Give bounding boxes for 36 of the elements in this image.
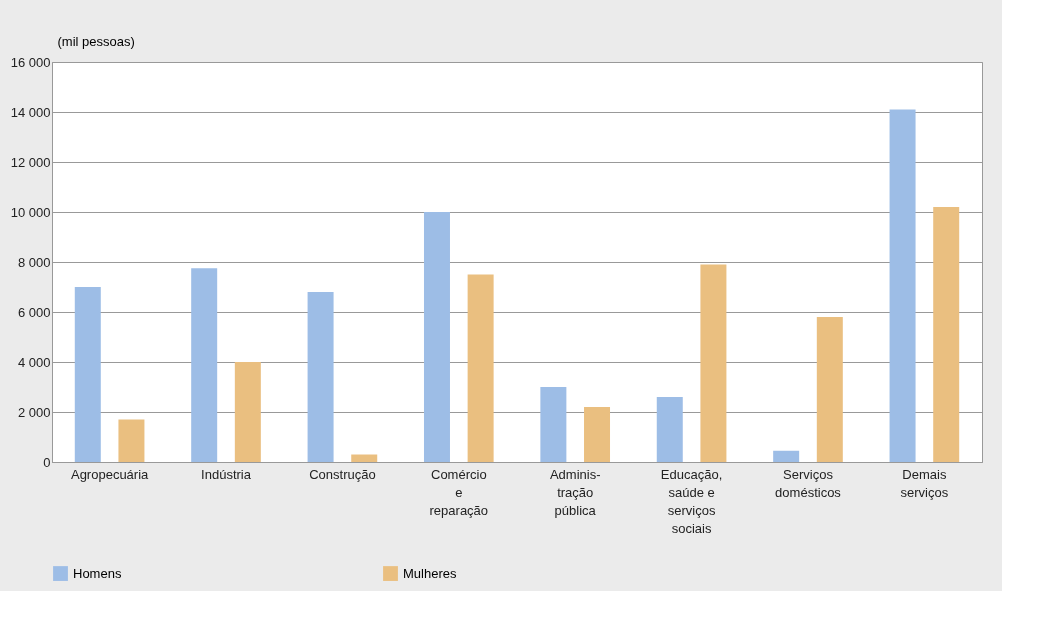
y-tick-label: 2 000 <box>17 404 51 420</box>
legend-label: Mulheres <box>403 565 457 581</box>
y-tick-label: 10 000 <box>10 204 51 220</box>
x-tick-label: Demais serviços <box>900 466 949 500</box>
y-tick-label: 8 000 <box>17 254 51 270</box>
bar <box>118 419 145 462</box>
bar <box>584 407 611 462</box>
y-axis-title: (mil pessoas) <box>57 33 135 49</box>
y-tick-label: 12 000 <box>10 154 51 170</box>
x-tick-label: Indústria <box>201 466 252 482</box>
y-tick-label: 6 000 <box>17 304 51 320</box>
bar <box>700 264 727 462</box>
bar <box>889 109 916 462</box>
y-tick-label: 16 000 <box>10 54 51 70</box>
bar <box>540 387 567 462</box>
bar <box>307 292 334 462</box>
x-tick-label: Adminis- tração pública <box>549 466 601 518</box>
bar <box>933 207 960 462</box>
bar <box>816 317 843 462</box>
bar <box>234 362 261 462</box>
bar <box>656 397 683 462</box>
bar <box>74 287 101 462</box>
bar <box>467 274 494 462</box>
x-tick-label: Serviços domésticos <box>775 466 842 500</box>
bar <box>191 268 218 462</box>
y-tick-label: 14 000 <box>10 104 51 120</box>
bar <box>351 454 378 462</box>
legend-label: Homens <box>73 565 122 581</box>
x-tick-label: Educação, saúde e serviços sociais <box>660 466 723 536</box>
y-tick-label: 0 <box>43 454 51 470</box>
x-tick-label: Construção <box>309 466 376 482</box>
x-tick-label: Comércio e reparação <box>429 466 489 518</box>
x-tick-label: Agropecuária <box>70 466 150 482</box>
y-tick-label: 4 000 <box>17 354 51 370</box>
bar <box>773 450 800 462</box>
bar <box>423 212 450 462</box>
